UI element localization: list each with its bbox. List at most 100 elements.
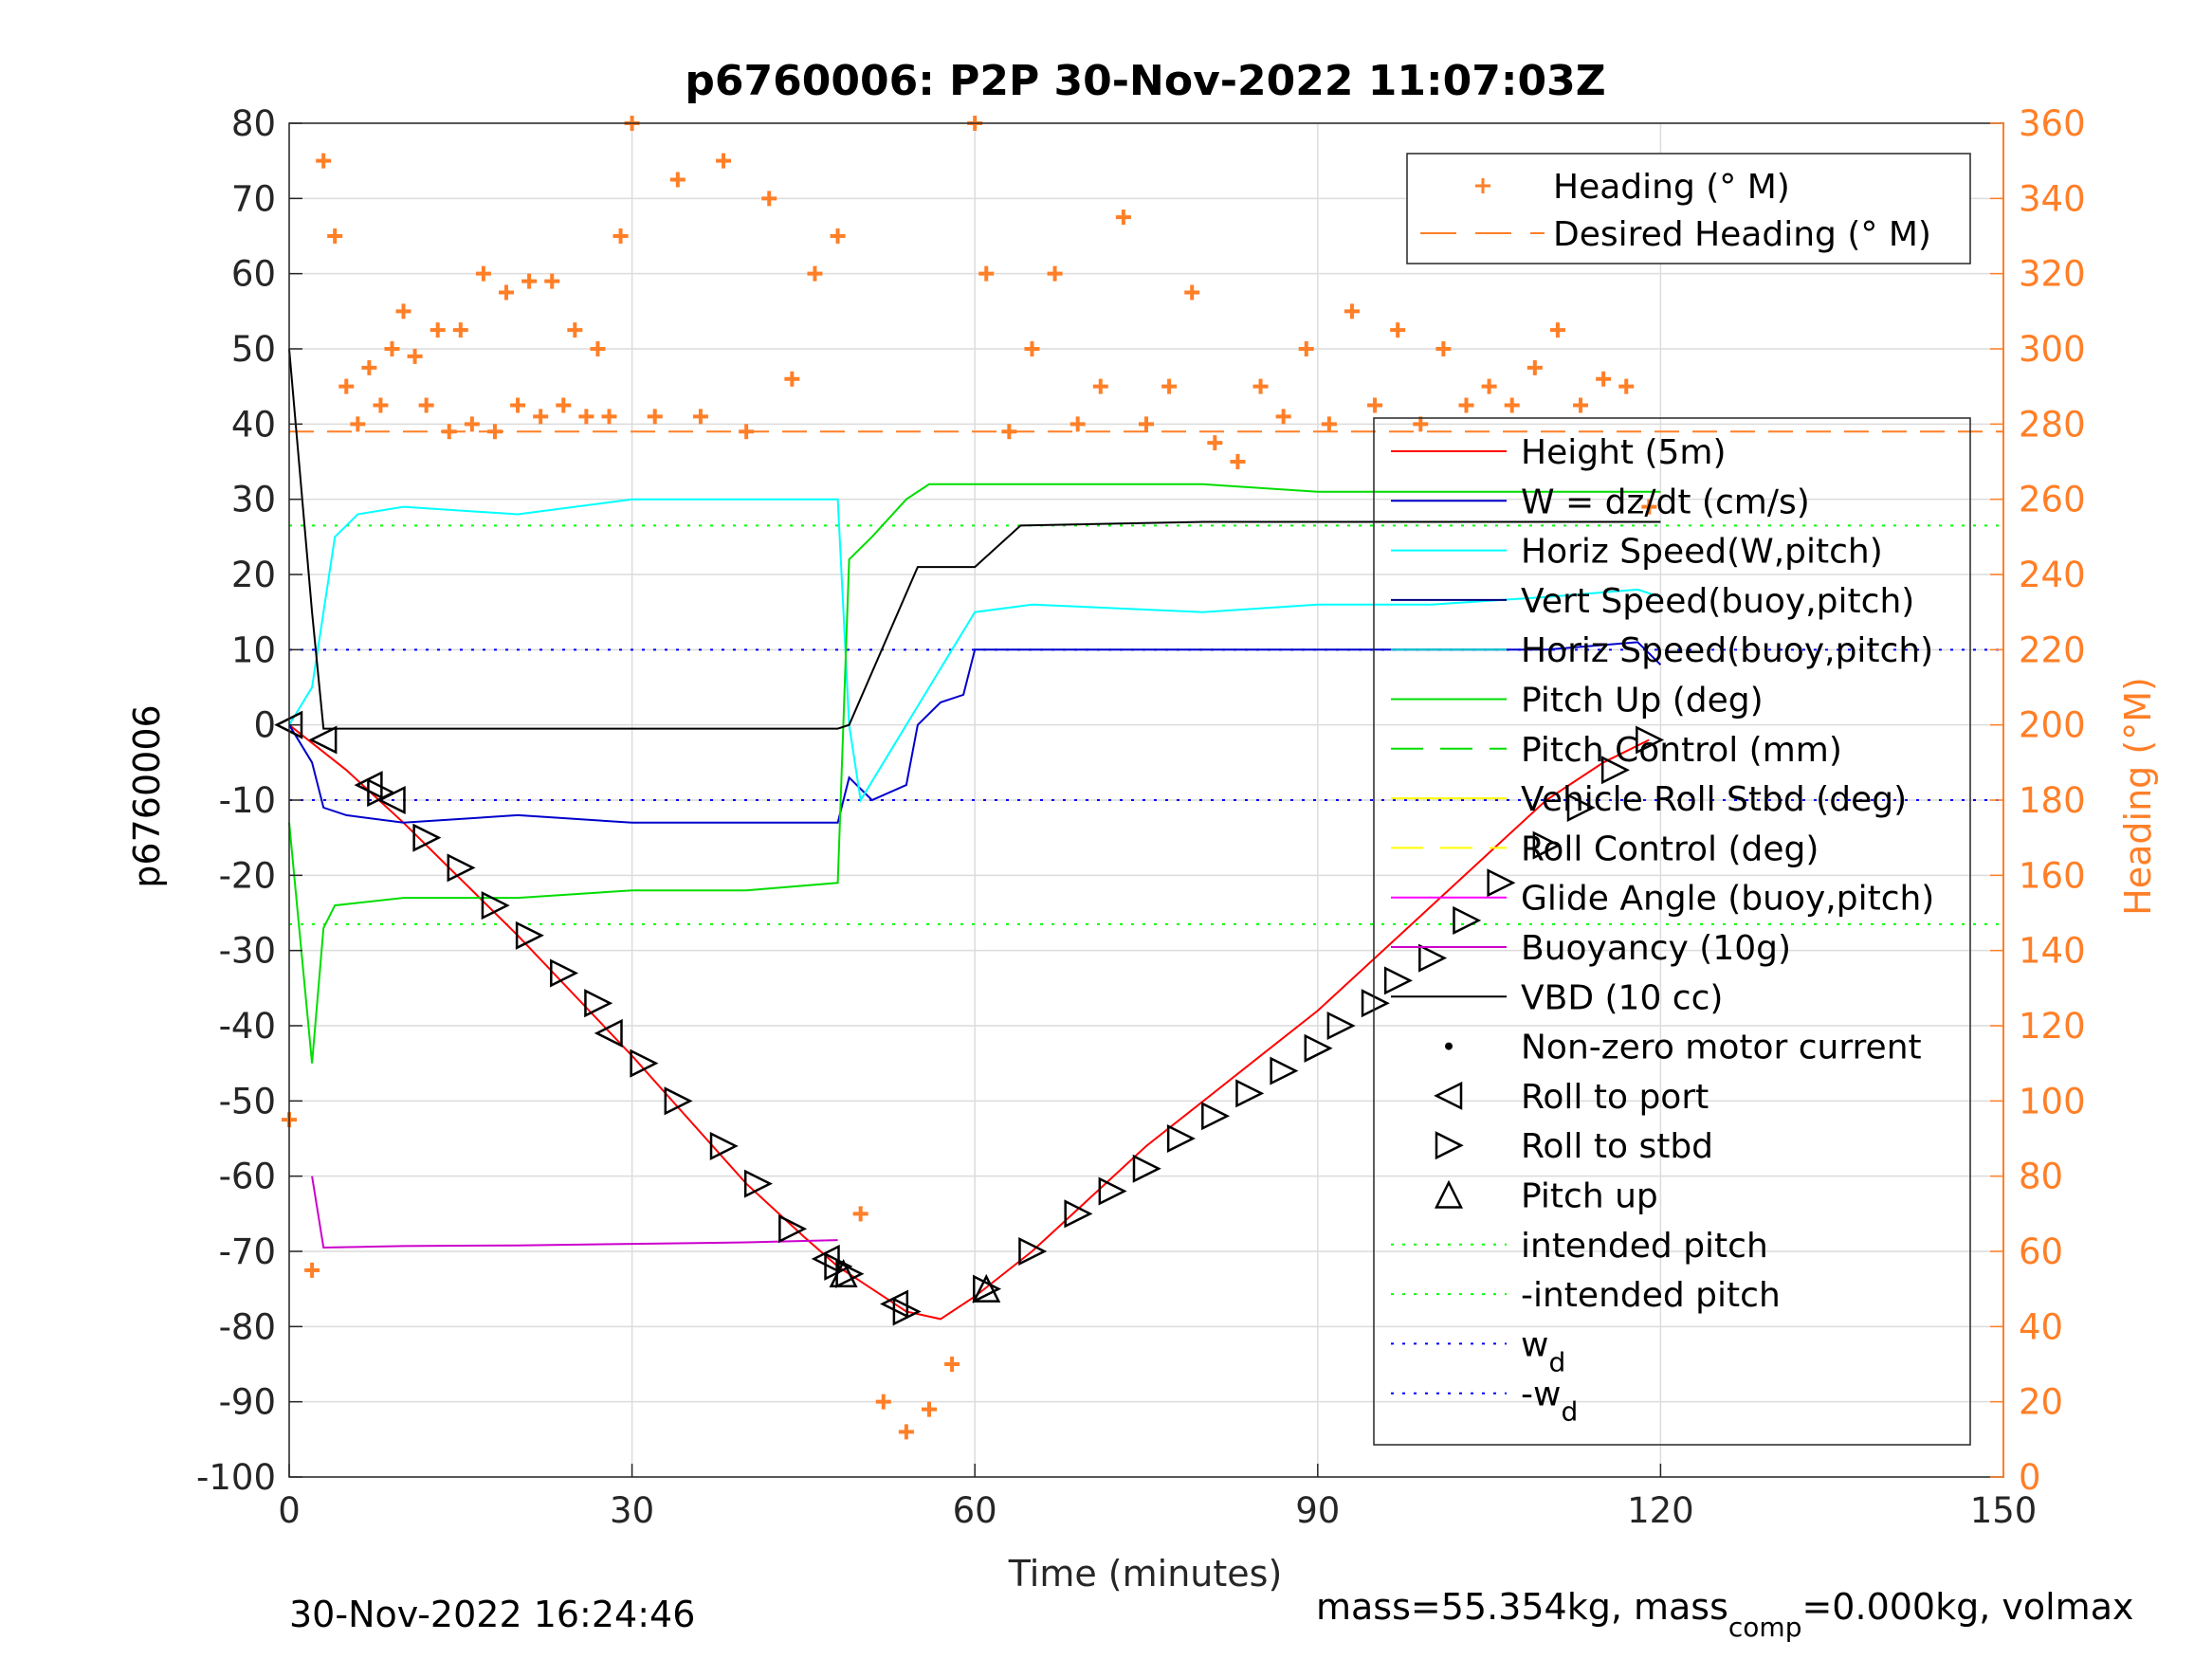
roll-to-port-marker xyxy=(308,725,338,755)
left-tick-label: 30 xyxy=(231,480,276,520)
right-tick-label: 240 xyxy=(2019,555,2086,595)
legend-main-label: Glide Angle (buoy,pitch) xyxy=(1521,880,1934,919)
heading-point xyxy=(1115,210,1131,226)
heading-point xyxy=(1092,378,1108,394)
left-tick-label: 10 xyxy=(231,629,276,670)
roll-to-stbd-marker xyxy=(1418,943,1448,973)
heading-point xyxy=(373,397,389,413)
legend-main-label: Height (5m) xyxy=(1521,433,1727,472)
heading-point xyxy=(1321,416,1337,432)
right-tick-label: 200 xyxy=(2019,705,2086,746)
right-tick-label: 260 xyxy=(2019,480,2086,520)
roll-to-stbd-marker xyxy=(1018,1236,1048,1267)
roll-to-stbd-marker xyxy=(664,1086,693,1116)
heading-point xyxy=(1596,371,1612,387)
left-tick-label: -50 xyxy=(219,1081,276,1121)
series-w-dz-dt-cm-s xyxy=(288,641,1662,824)
heading-point xyxy=(452,322,468,338)
heading-point xyxy=(830,228,846,244)
heading-point xyxy=(944,1357,960,1372)
roll-to-stbd-marker xyxy=(1098,1176,1127,1206)
heading-point xyxy=(898,1424,914,1440)
roll-to-stbd-marker xyxy=(973,1274,1002,1304)
roll-to-stbd-marker xyxy=(515,921,544,950)
heading-point xyxy=(430,322,446,338)
legend-main-label-text: Buoyancy (10g) xyxy=(1521,929,1791,968)
heading-point xyxy=(418,397,434,413)
heading-point xyxy=(601,409,617,425)
heading-point xyxy=(464,416,480,432)
x-tick-label: 120 xyxy=(1627,1490,1694,1531)
legend-main-label: W = dz/dt (cm/s) xyxy=(1521,483,1810,521)
roll-to-stbd-marker xyxy=(1326,1011,1356,1041)
x-axis-label: Time (minutes) xyxy=(1008,1553,1283,1595)
right-tick-label: 20 xyxy=(2019,1382,2063,1423)
right-tick-label: 40 xyxy=(2019,1306,2063,1347)
heading-point xyxy=(1618,378,1635,394)
roll-to-stbd-marker xyxy=(1453,905,1482,935)
heading-point xyxy=(1526,359,1543,375)
roll-to-stbd-marker xyxy=(1383,966,1413,995)
right-axis-ticks: 3603403203002802602402202001801601401201… xyxy=(1990,103,2086,1498)
roll-to-stbd-marker xyxy=(1487,868,1516,898)
heading-point xyxy=(1344,303,1360,319)
right-tick-label: 140 xyxy=(2019,931,2086,972)
legend-main-label: Roll to port xyxy=(1521,1078,1709,1117)
pitch-up-marker xyxy=(972,1273,1001,1303)
legend-main-label-text: w xyxy=(1521,1325,1548,1364)
heading-point xyxy=(1641,499,1657,515)
right-tick-label: 220 xyxy=(2019,629,2086,670)
left-axis-label: p6760006 xyxy=(126,704,168,887)
heading-point xyxy=(1069,416,1086,432)
right-tick-label: 320 xyxy=(2019,254,2086,295)
roll-to-stbd-marker xyxy=(550,958,579,988)
heading-point xyxy=(1275,409,1291,425)
heading-point xyxy=(1207,435,1223,451)
heading-point xyxy=(807,265,823,282)
legend-main-label-text: VBD (10 cc) xyxy=(1521,978,1723,1017)
left-tick-label: -80 xyxy=(219,1306,276,1347)
heading-point xyxy=(875,1394,891,1410)
heading-point xyxy=(1367,397,1383,413)
heading-point xyxy=(1390,322,1406,338)
left-tick-label: 0 xyxy=(253,705,276,746)
roll-to-stbd-marker xyxy=(1566,793,1596,822)
right-tick-label: 180 xyxy=(2019,780,2086,821)
legend-main-label: Buoyancy (10g) xyxy=(1521,929,1791,968)
roll-to-stbd-marker xyxy=(1064,1199,1093,1229)
left-tick-label: -10 xyxy=(219,780,276,821)
roll-to-stbd-marker xyxy=(709,1131,739,1160)
legend-main-label-text: Horiz Speed(buoy,pitch) xyxy=(1521,631,1933,670)
legend-main-label: Vert Speed(buoy,pitch) xyxy=(1521,582,1914,621)
heading-point xyxy=(1001,424,1017,440)
heading-point xyxy=(1481,378,1497,394)
heading-point xyxy=(533,409,549,425)
legend-main-label: Horiz Speed(W,pitch) xyxy=(1521,533,1883,572)
legend-heading-swatch xyxy=(1475,178,1490,193)
legend-main-label: Roll Control (deg) xyxy=(1521,830,1819,868)
heading-point xyxy=(486,424,503,440)
legend-main-label: -intended pitch xyxy=(1521,1276,1781,1315)
series-height-5m xyxy=(288,723,1650,1321)
roll-to-stbd-marker xyxy=(1600,756,1630,785)
legend-main-label-subscript: d xyxy=(1548,1346,1565,1377)
roll-to-stbd-marker xyxy=(630,1048,659,1078)
right-tick-label: 360 xyxy=(2019,103,2086,144)
roll-to-port-marker xyxy=(811,1244,840,1273)
heading-point xyxy=(1573,397,1589,413)
x-axis-ticks: 0 30 60 90 120 150 xyxy=(278,1464,2037,1531)
roll-to-stbd-marker xyxy=(412,823,442,852)
footer-mass-rest: =0.000kg, volmax xyxy=(1801,1586,2133,1628)
legend-main-label-text: Pitch Up (deg) xyxy=(1521,682,1764,720)
heading-point xyxy=(761,191,777,207)
left-tick-label: -70 xyxy=(219,1231,276,1272)
plot-series xyxy=(282,116,1662,1440)
roll-to-stbd-marker xyxy=(1166,1123,1196,1154)
roll-to-port-marker xyxy=(594,1018,623,1048)
heading-point xyxy=(1230,454,1246,469)
heading-point xyxy=(441,424,457,440)
heading-point xyxy=(361,359,377,375)
heading-point xyxy=(692,409,708,425)
legend-main-label-text: Vehicle Roll Stbd (deg) xyxy=(1521,780,1907,819)
